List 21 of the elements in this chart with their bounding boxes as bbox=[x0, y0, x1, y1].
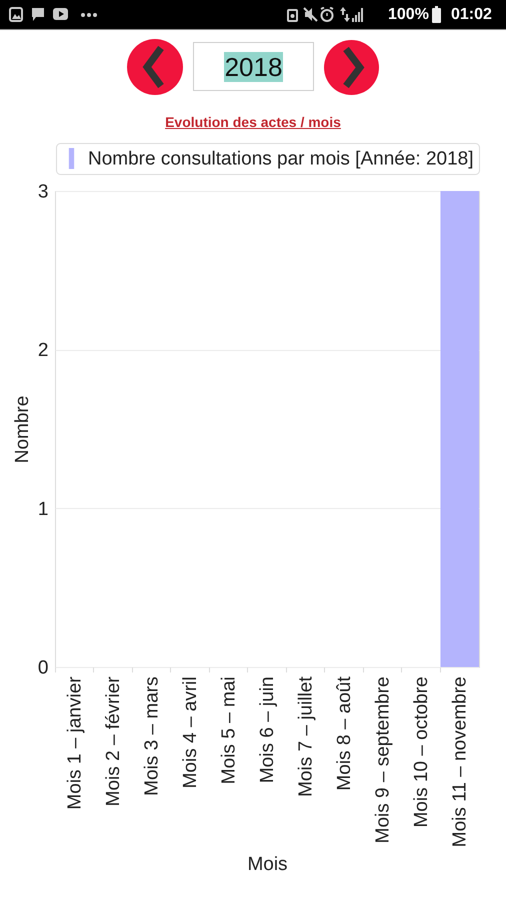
x-tick-label: Mois 3 – mars bbox=[141, 676, 162, 796]
y-tick-label: 1 bbox=[38, 498, 48, 520]
y-tick-label: 3 bbox=[38, 182, 48, 202]
x-tick-label: Mois 5 – mai bbox=[218, 676, 240, 784]
x-tick-label: Mois 10 – octobre bbox=[411, 676, 432, 828]
legend-label: Nombre consultations par mois [Année: 2018] bbox=[88, 148, 474, 170]
x-tick-label: Mois 11 – novembre bbox=[450, 676, 471, 848]
x-tick-label: Mois 9 – septembre bbox=[372, 676, 394, 844]
x-tick-label: Mois 7 – juillet bbox=[296, 676, 317, 797]
x-tick-label: Mois 4 – avril bbox=[180, 676, 201, 788]
x-tick-label: Mois 1 – janvier bbox=[64, 676, 86, 810]
text: 01:02 bbox=[451, 5, 492, 25]
y-tick-label: 0 bbox=[38, 658, 48, 678]
x-tick-label: Mois 8 – août bbox=[334, 676, 356, 791]
y-tick-label: 2 bbox=[38, 340, 48, 362]
x-axis-title: Mois bbox=[247, 854, 288, 876]
chart-title: Evolution des actes / mois bbox=[164, 113, 342, 131]
x-tick-label: Mois 6 – juin bbox=[257, 676, 278, 784]
y-axis-title: Nombre bbox=[12, 396, 33, 464]
text: 100% bbox=[388, 5, 429, 25]
x-tick-label: Mois 2 – février bbox=[102, 676, 124, 806]
